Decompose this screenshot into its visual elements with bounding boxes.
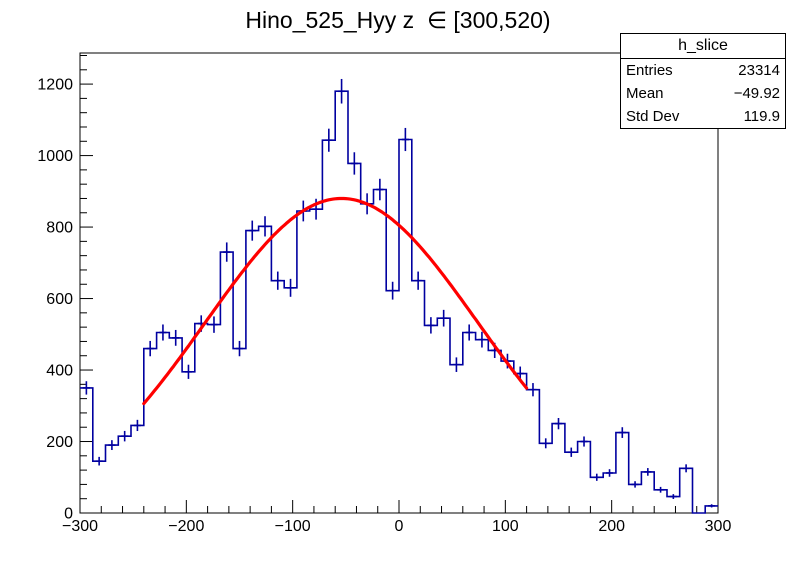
stats-value: −49.92 [733, 85, 780, 102]
stats-value: 119.9 [743, 108, 780, 125]
y-tick-label: 1200 [37, 77, 73, 94]
stats-row-entries: Entries 23314 [621, 59, 785, 82]
x-tick-label: 100 [492, 518, 519, 535]
stats-label: Entries [626, 62, 673, 79]
fit-curve [142, 196, 529, 406]
x-tick-label: −200 [168, 518, 204, 535]
y-tick-label: 800 [46, 220, 73, 237]
stats-row-mean: Mean −49.92 [621, 82, 785, 105]
stats-title: h_slice [621, 34, 785, 59]
x-tick-label: 0 [395, 518, 404, 535]
y-tick-label: 400 [46, 363, 73, 380]
chart-title: Hino_525_Hyy z ∈ [300,520) [245, 7, 551, 33]
stats-row-stddev: Std Dev 119.9 [621, 105, 785, 128]
stats-value: 23314 [738, 62, 780, 79]
y-tick-label: 1000 [37, 148, 73, 165]
histogram-line [80, 90, 718, 514]
y-tick-label: 0 [64, 506, 73, 523]
x-axis [79, 500, 719, 513]
stats-label: Mean [626, 85, 664, 102]
axis-labels: −300 −200 −100 0 100 200 300 0 200 400 600 800 1000 1… [37, 77, 731, 535]
y-tick-label: 200 [46, 434, 73, 451]
x-tick-label: −300 [62, 518, 98, 535]
y-tick-label: 600 [46, 291, 73, 308]
stats-box: h_slice Entries 23314 Mean −49.92 Std De… [620, 33, 786, 129]
stats-label: Std Dev [626, 108, 680, 125]
x-tick-label: 200 [598, 518, 625, 535]
y-axis [80, 55, 93, 514]
x-tick-label: 300 [705, 518, 732, 535]
x-tick-label: −100 [275, 518, 311, 535]
